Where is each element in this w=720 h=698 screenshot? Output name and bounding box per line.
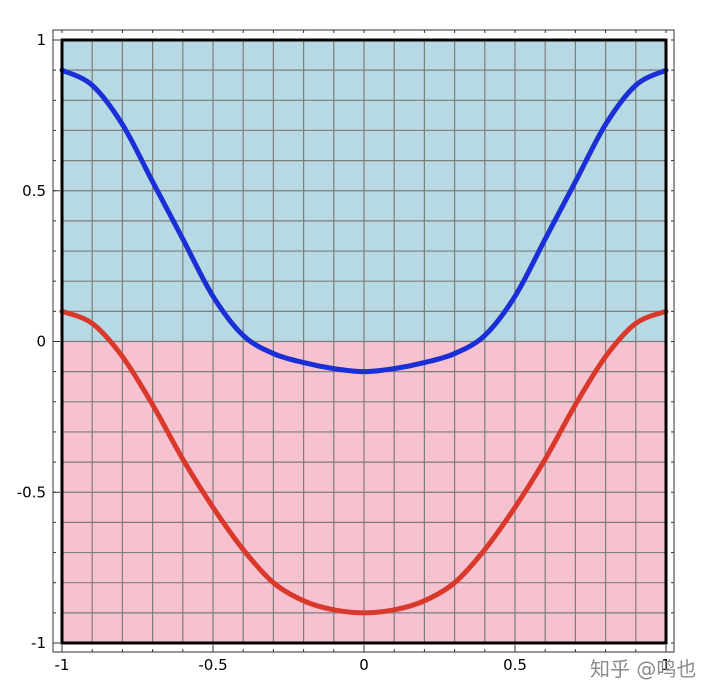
y-tick-label: -0.5 <box>17 483 46 501</box>
series-line-0 <box>59 67 669 375</box>
series-line-1 <box>59 308 669 616</box>
y-tick-label: 0.5 <box>22 182 46 200</box>
x-tick-label: -0.5 <box>198 656 227 674</box>
x-tick-label: 0.5 <box>503 656 527 674</box>
x-tick-label: 1 <box>661 656 671 674</box>
series-lines <box>59 67 669 616</box>
x-tick-label: -1 <box>55 656 70 674</box>
grid-lines <box>62 40 666 643</box>
plot-frame <box>60 38 668 645</box>
y-tick-label: -1 <box>31 634 46 652</box>
y-tick-label: 1 <box>36 31 46 49</box>
x-tick-label: 0 <box>359 656 369 674</box>
y-tick-label: 0 <box>36 333 46 351</box>
axis-ticks: -1 -0.5 0 0.5 1 1 0.5 0 -0.5 -1 <box>17 30 674 674</box>
watermark-text: 知乎 @鸣也 <box>590 657 696 681</box>
